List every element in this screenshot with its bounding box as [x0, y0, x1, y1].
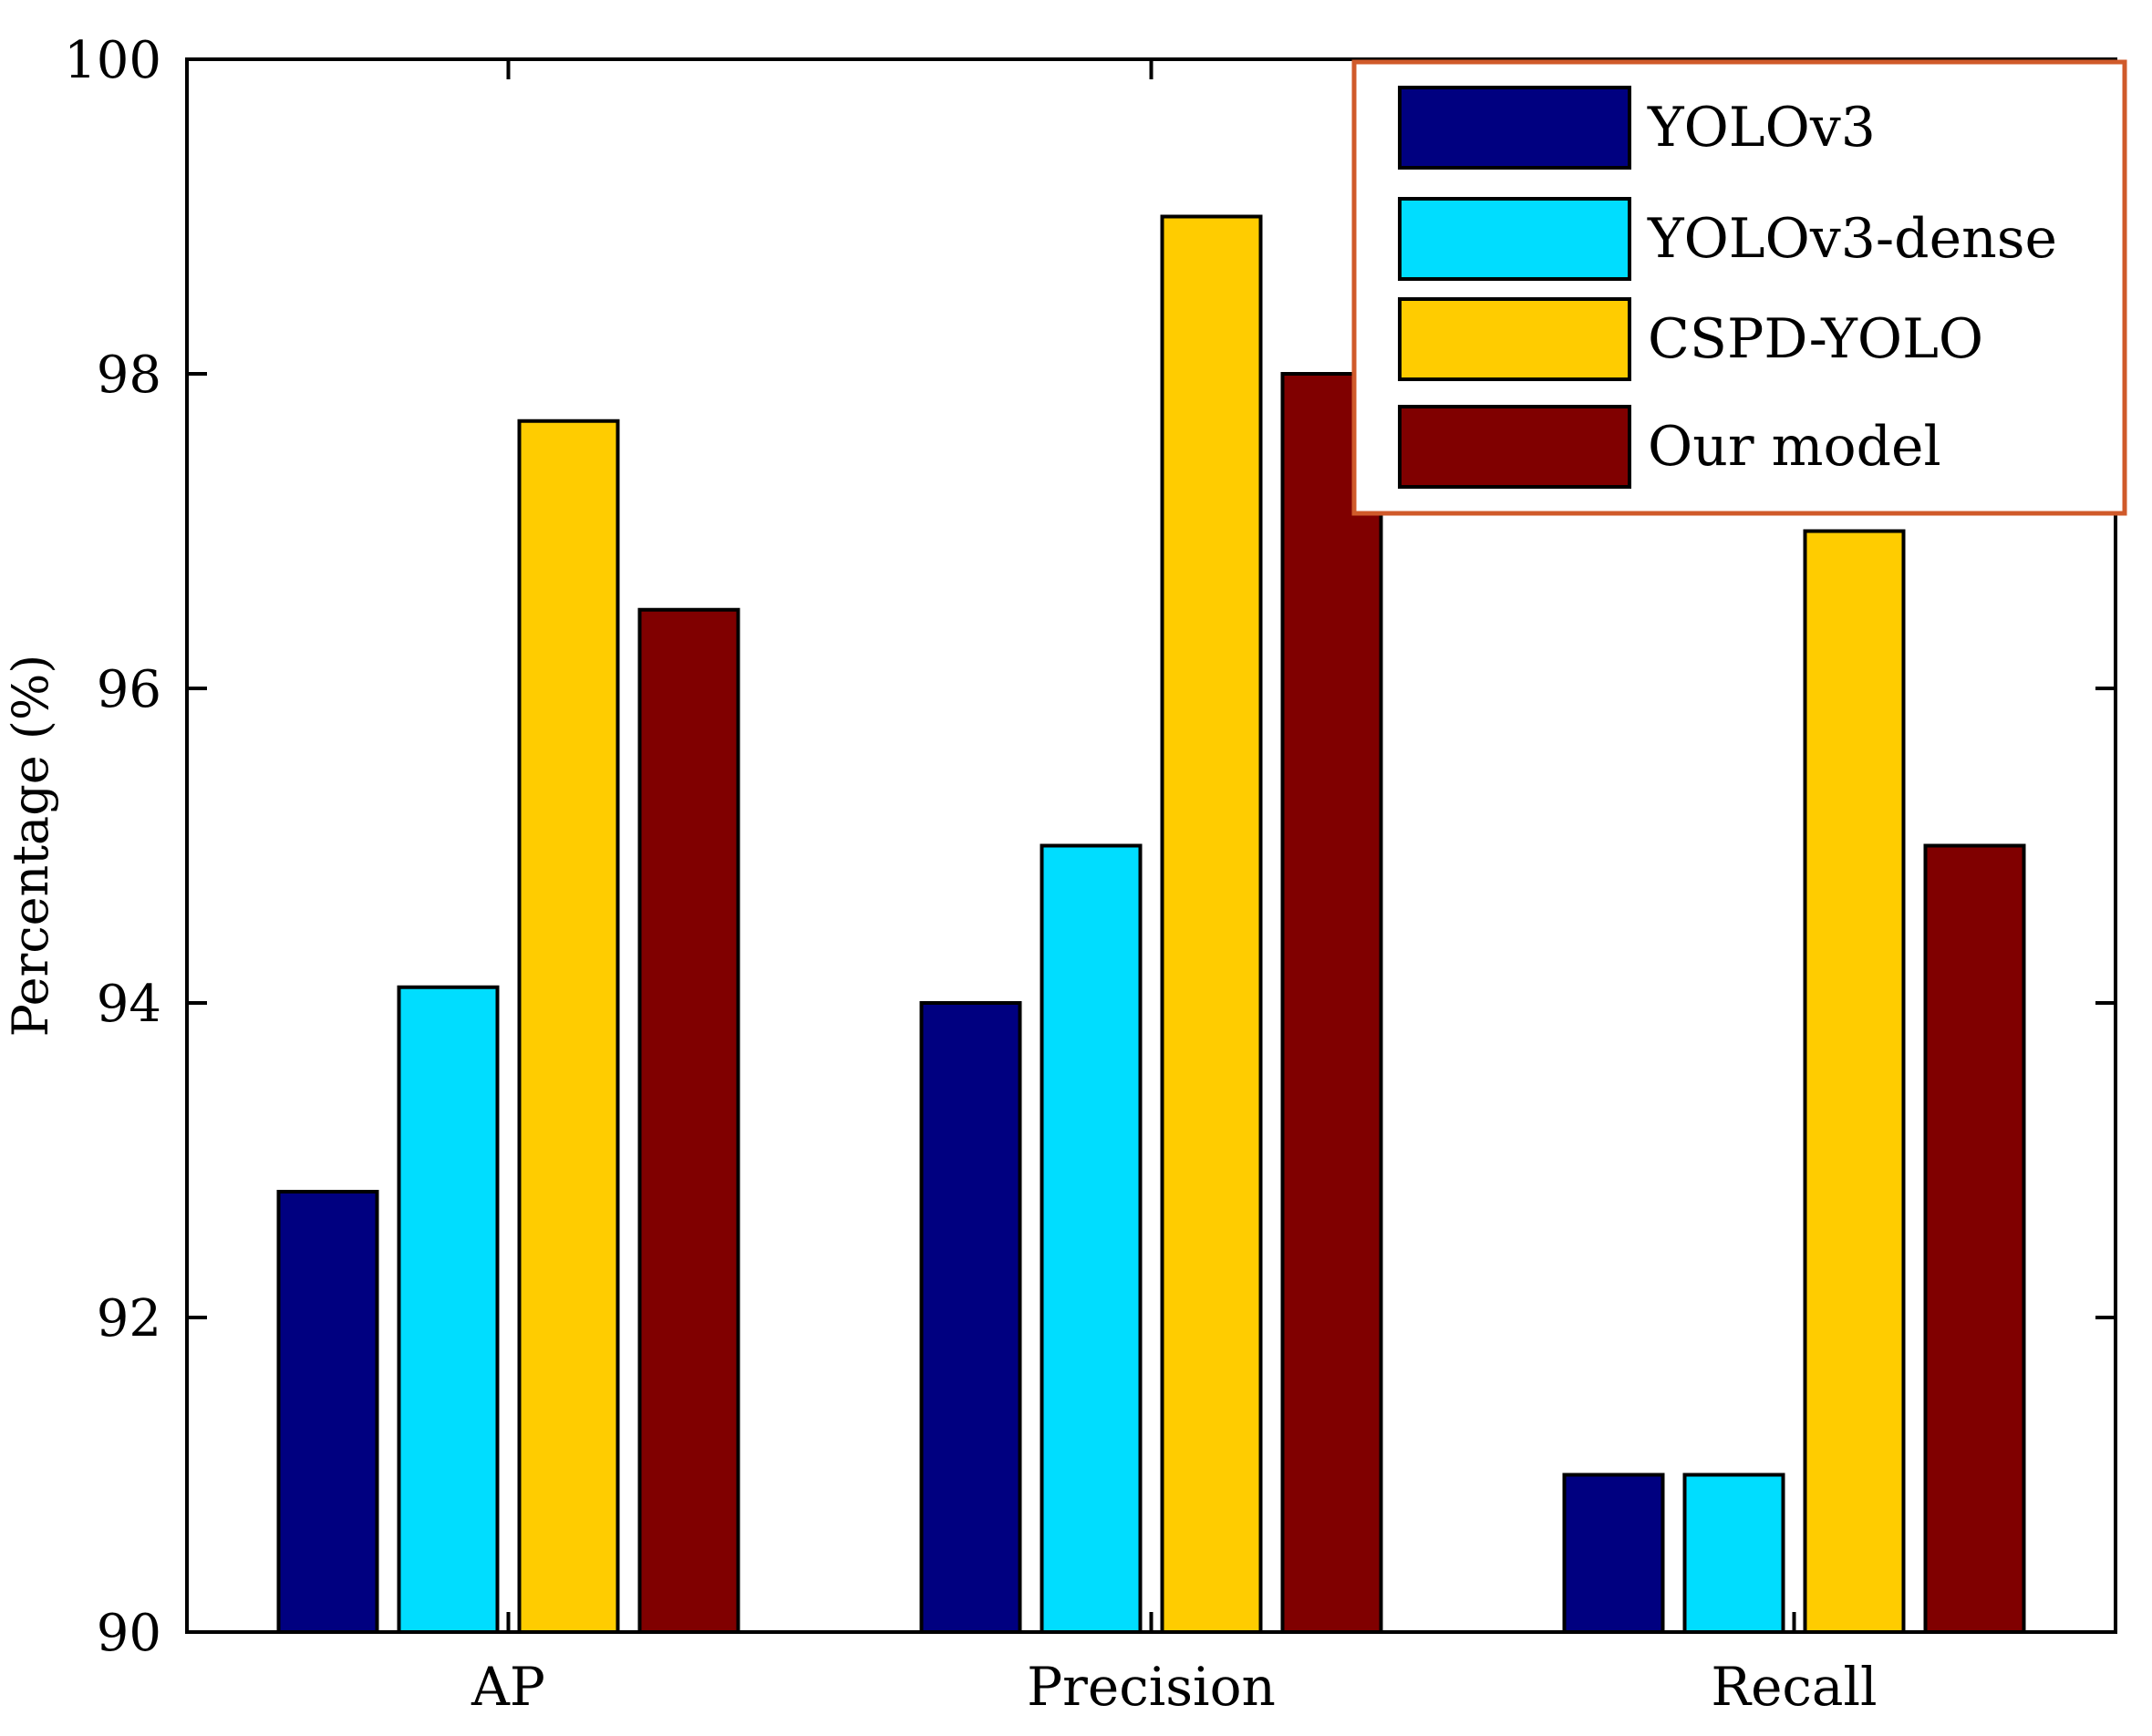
bar-yolov3-dense-precision: [1040, 843, 1143, 1634]
y-tick-label: 96: [97, 660, 161, 719]
bar-yolov3-recall: [1562, 1472, 1665, 1634]
y-tick-label: 94: [97, 975, 161, 1034]
bar-our-model-precision: [1280, 372, 1383, 1634]
plot-frame: [185, 57, 2117, 1634]
x-category-label: Precision: [1027, 1656, 1276, 1718]
bar-yolov3-ap: [276, 1190, 379, 1634]
bar-yolov3-precision: [919, 1001, 1022, 1634]
y-tick-label: 100: [64, 31, 161, 90]
bar-yolov3-dense-recall: [1682, 1472, 1785, 1634]
y-tick-label: 90: [97, 1604, 161, 1663]
legend-label: YOLOv3: [1647, 96, 1876, 160]
x-category-label: Recall: [1711, 1656, 1877, 1718]
legend-swatch: [1398, 197, 1631, 281]
y-tick-label: 98: [97, 346, 161, 405]
x-axis-category-labels: AP Precision Recall: [471, 1656, 1878, 1718]
legend-swatch: [1398, 297, 1631, 381]
legend-label: YOLOv3-dense: [1647, 207, 2057, 271]
bar-our-model-ap: [637, 607, 740, 1634]
legend: YOLOv3 YOLOv3-dense CSPD-YOLO Our model: [1351, 59, 2127, 516]
legend-swatch: [1398, 86, 1631, 170]
legend-swatch: [1398, 405, 1631, 489]
bar-cspd-yolo-ap: [517, 418, 620, 1634]
bar-cspd-yolo-precision: [1160, 214, 1263, 1634]
bar-cspd-yolo-recall: [1803, 529, 1906, 1634]
y-tick-label: 92: [97, 1289, 161, 1348]
bar-yolov3-dense-ap: [397, 985, 500, 1634]
y-axis-title: Percentage (%): [2, 655, 59, 1038]
legend-label: Our model: [1648, 415, 1941, 479]
y-axis-tick-labels: 90 92 94 96 98 100: [64, 31, 161, 1663]
legend-label: CSPD-YOLO: [1648, 307, 1983, 371]
bars: [276, 214, 2026, 1634]
bar-our-model-recall: [1923, 843, 2026, 1634]
x-category-label: AP: [471, 1656, 545, 1718]
